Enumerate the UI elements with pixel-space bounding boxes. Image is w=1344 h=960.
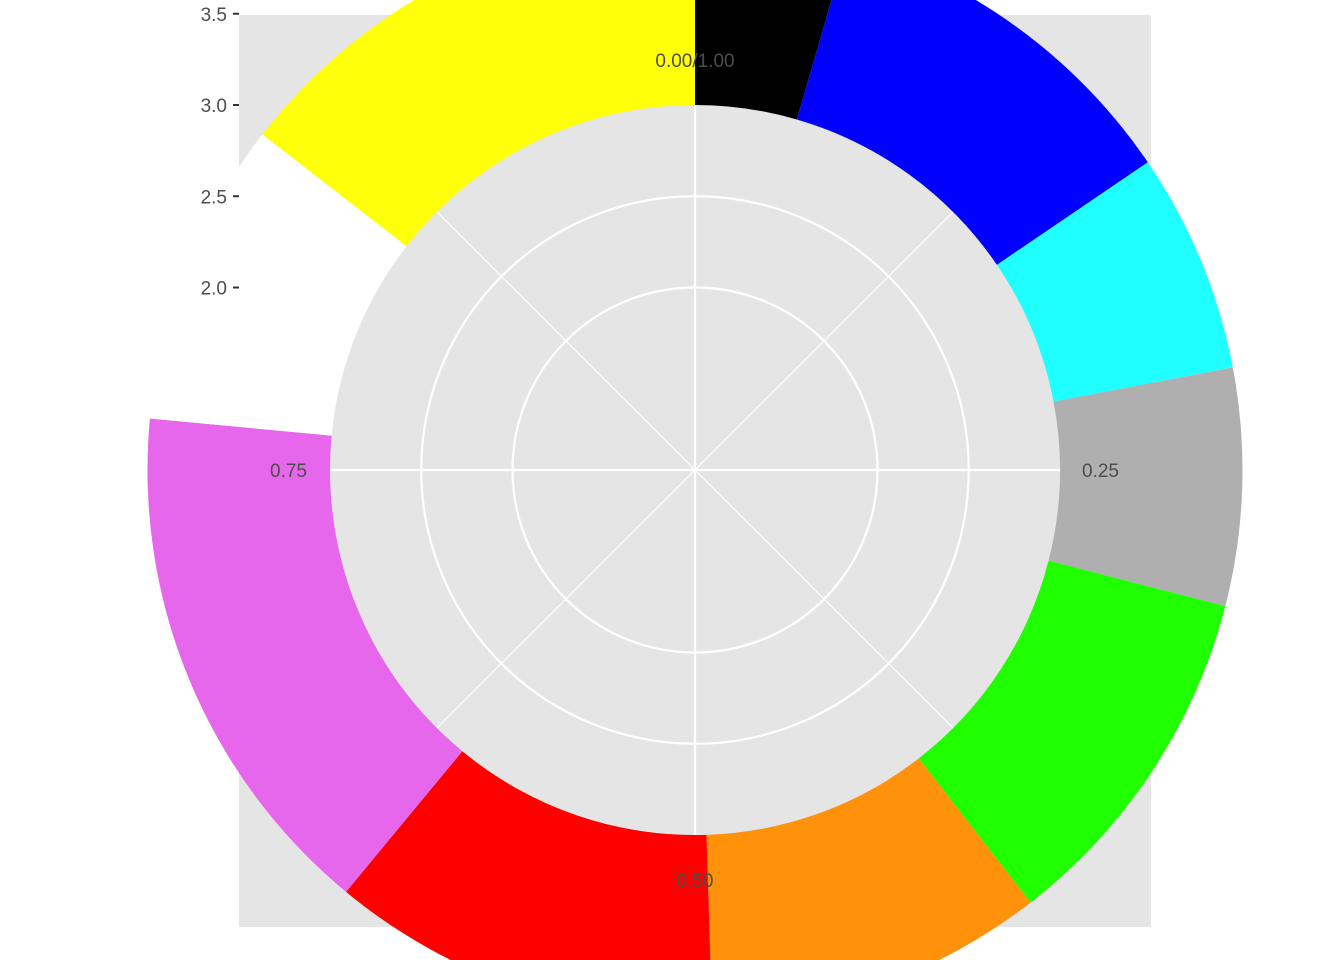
r-tick-label: 2.5: [201, 187, 227, 208]
slice-violet: [147, 418, 463, 892]
donut-slices: [147, 0, 1243, 960]
grid-radial-line: [694, 178, 987, 471]
slice-white: [149, 134, 407, 436]
slice-red: [346, 751, 711, 960]
slice-yellow: [262, 0, 695, 247]
r-tick-label: 3.5: [201, 5, 227, 26]
theta-tick-label: 0.50: [677, 871, 714, 892]
theta-tick-label: 0.25: [1082, 461, 1119, 482]
r-axis: 2.02.53.03.54.0: [201, 5, 239, 300]
slice-grey: [1048, 367, 1243, 607]
slice-cyan: [996, 162, 1233, 402]
theta-tick-label: 0.75: [270, 461, 307, 482]
slice-black: [695, 0, 832, 120]
r-tick-label: 2.0: [201, 279, 227, 300]
theta-tick-label: 0.00/1.00: [655, 51, 734, 72]
slice-green: [918, 560, 1226, 903]
r-tick-label: 3.0: [201, 96, 227, 117]
grid-circle-r: [420, 195, 970, 745]
grid-radial-line: [403, 469, 696, 762]
inner-grid-lines: [420, 195, 970, 745]
grid-circle-r: [511, 286, 879, 654]
grid-radial-line: [403, 178, 696, 471]
slice-orange: [706, 758, 1031, 960]
slice-blue: [796, 0, 1148, 265]
grid-radial-line: [694, 469, 987, 762]
theta-axis: 0.00/1.00 0.25 0.50 0.75: [270, 51, 1119, 892]
